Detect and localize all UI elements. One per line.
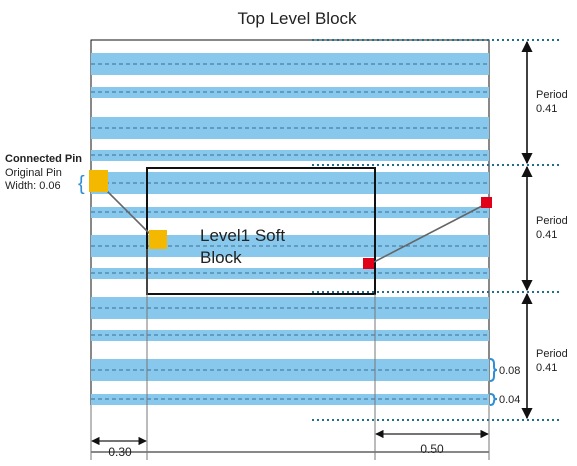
connected-pin-label: Connected Pin bbox=[5, 153, 82, 165]
track-group-period-3 bbox=[91, 297, 489, 405]
original-pin-label-line2: Width: 0.06 bbox=[5, 180, 61, 192]
original-pin bbox=[89, 170, 108, 192]
period-value: 0.41 bbox=[536, 103, 557, 115]
period-label: Period bbox=[536, 348, 568, 360]
period-label: Period bbox=[536, 215, 568, 227]
soft-block-connected-pin bbox=[363, 258, 374, 269]
wide-track-brace-icon bbox=[489, 358, 498, 382]
soft-block-label-line2: Block bbox=[200, 248, 242, 267]
soft-block-label-line1: Level1 Soft bbox=[200, 226, 285, 245]
top-level-connected-pin bbox=[481, 197, 492, 208]
connected-pin-connector bbox=[373, 205, 483, 263]
diagram-title: Top Level Block bbox=[237, 9, 357, 28]
pin-width-brace-icon: { bbox=[78, 173, 85, 195]
mapped-pin bbox=[149, 230, 167, 249]
narrow-track-width: 0.04 bbox=[499, 394, 520, 406]
period-label: Period bbox=[536, 89, 568, 101]
original-pin-label-line1: Original Pin bbox=[5, 167, 62, 179]
track-group-period-2 bbox=[91, 172, 489, 279]
narrow-track-brace-icon bbox=[489, 393, 498, 406]
left-offset-value: 0.30 bbox=[108, 445, 132, 459]
wide-track-width: 0.08 bbox=[499, 365, 520, 377]
right-offset-value: 0.50 bbox=[420, 442, 444, 456]
track-group-period-1 bbox=[91, 53, 489, 161]
period-value: 0.41 bbox=[536, 362, 557, 374]
period-value: 0.41 bbox=[536, 229, 557, 241]
original-pin-connector bbox=[105, 189, 151, 235]
period-boundaries bbox=[312, 39, 560, 421]
